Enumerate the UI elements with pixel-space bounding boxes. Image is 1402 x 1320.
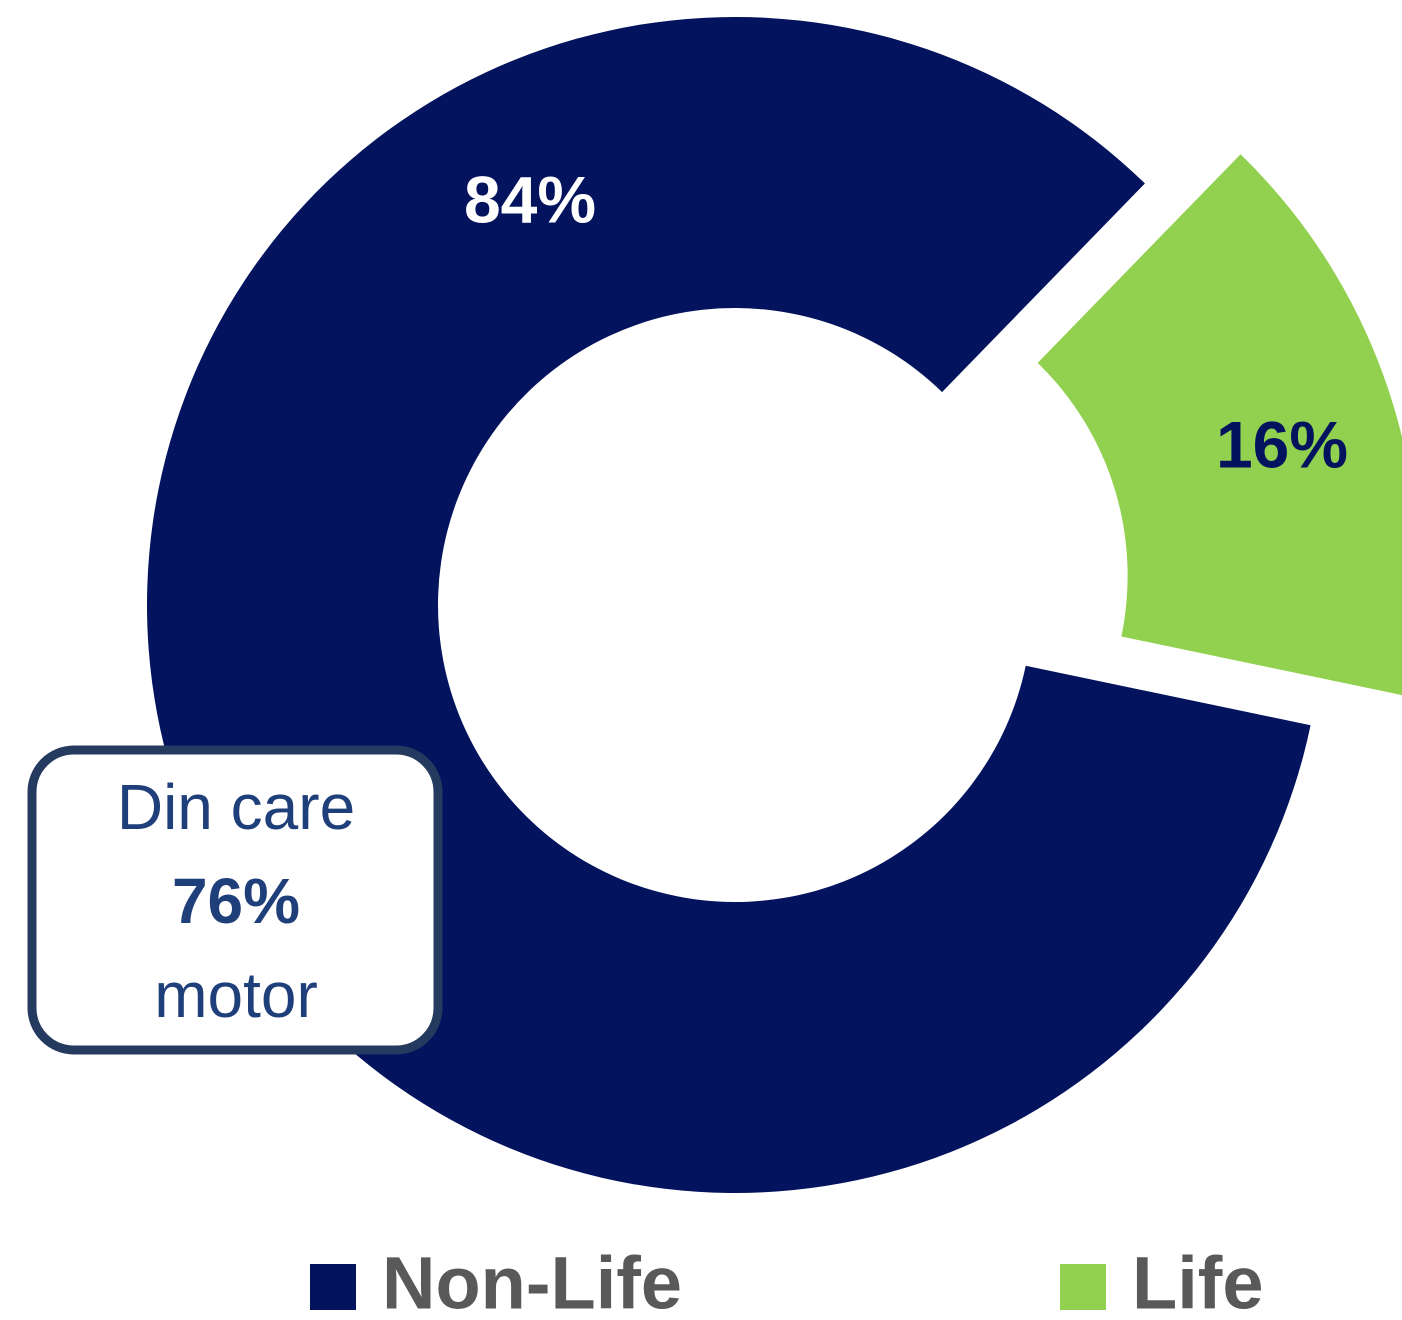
legend-swatch xyxy=(1060,1264,1106,1310)
data-label: 84% xyxy=(464,162,596,236)
data-labels: 84% 16% xyxy=(464,162,1348,481)
legend: Non-Life Life xyxy=(310,1242,1264,1320)
legend-label: Life xyxy=(1132,1242,1264,1320)
donut-slice xyxy=(1037,154,1402,696)
legend-swatch xyxy=(310,1264,356,1310)
annotation-text: Din care xyxy=(117,771,355,843)
annotation-frame xyxy=(27,745,443,1055)
annotation-text: motor xyxy=(154,959,318,1031)
data-label: 16% xyxy=(1216,407,1348,481)
legend-label: Non-Life xyxy=(382,1242,682,1320)
annotation-value: 76% xyxy=(172,865,300,937)
annotation-box: Din care 76% motor xyxy=(27,745,443,1055)
